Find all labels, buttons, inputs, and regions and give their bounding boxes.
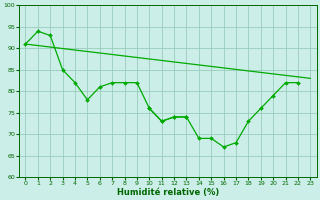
- X-axis label: Humidité relative (%): Humidité relative (%): [117, 188, 219, 197]
